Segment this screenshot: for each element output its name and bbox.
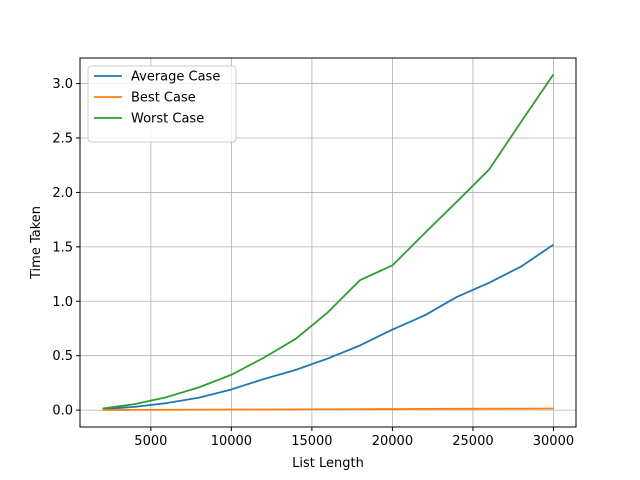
plot-frame	[79, 57, 577, 428]
x-tick-label: 15000	[291, 434, 332, 449]
legend-label-worst-case: Worst Case	[131, 112, 204, 127]
series-line-best-case	[102, 407, 554, 411]
legend-box	[87, 65, 237, 143]
y-tick-label: 3.0	[52, 77, 73, 92]
y-axis: 0.0 0.5 1.0 1.5 2.0 2.5 3.0	[52, 77, 80, 419]
y-tick-label: 2.0	[52, 186, 73, 201]
legend-label-best-case: Best Case	[131, 91, 196, 106]
legend: Average Case Best Case Worst Case	[87, 65, 237, 143]
y-tick-label: 0.0	[52, 404, 73, 419]
series-line-worst-case	[102, 73, 555, 410]
grid	[80, 58, 576, 427]
x-axis-label: List Length	[292, 456, 364, 471]
y-tick-label: 0.5	[52, 349, 73, 364]
y-tick-label: 1.5	[52, 240, 73, 255]
x-tick-label: 30000	[533, 434, 574, 449]
series-line-average-case	[102, 243, 554, 410]
y-tick-label: 2.5	[52, 132, 73, 147]
x-axis: 5000 10000 15000 20000 25000 30000	[134, 427, 574, 449]
series-layer	[102, 73, 555, 411]
y-axis-label: Time Taken	[29, 206, 44, 280]
x-tick-label: 25000	[452, 434, 493, 449]
y-tick-label: 1.0	[52, 295, 73, 310]
x-tick-label: 5000	[134, 434, 167, 449]
x-tick-label: 10000	[211, 434, 252, 449]
x-tick-label: 20000	[372, 434, 413, 449]
legend-label-average-case: Average Case	[131, 70, 220, 85]
